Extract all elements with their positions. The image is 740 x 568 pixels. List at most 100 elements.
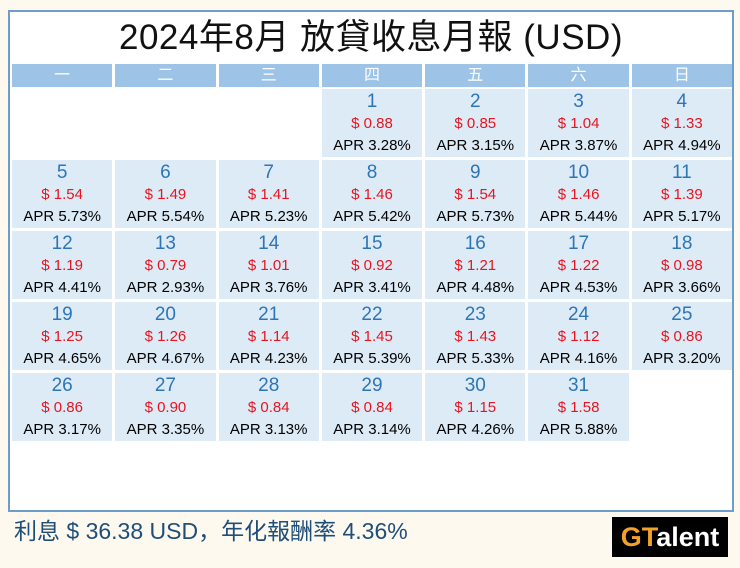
day-number: 29 [361,375,383,396]
interest-amount: $ 0.90 [144,399,187,416]
interest-amount: $ 1.46 [557,186,600,203]
day-number: 27 [154,375,176,396]
apr-value: APR 4.94% [643,137,721,154]
day-cell: 31 $ 1.58 APR 5.88% [528,373,629,441]
apr-value: APR 3.14% [333,421,411,438]
day-number: 8 [366,162,378,183]
apr-value: APR 5.44% [539,208,618,225]
day-cell: 26 $ 0.86 APR 3.17% [12,373,113,441]
day-cell: 22 $ 1.45 APR 5.39% [321,302,423,370]
interest-amount: $ 1.15 [454,399,497,416]
apr-value: APR 5.39% [333,350,411,367]
day-cell: 28 $ 0.84 APR 3.13% [218,373,319,441]
apr-value: APR 4.41% [23,279,101,296]
apr-value: APR 5.54% [126,208,205,225]
day-cell: 4 $ 1.33 APR 4.94% [631,89,732,157]
day-cell: 14 $ 1.01 APR 3.76% [218,231,319,299]
day-number: 10 [567,162,590,183]
interest-amount: $ 1.04 [557,115,600,132]
apr-value: APR 3.76% [229,279,308,296]
apr-value: APR 3.28% [333,137,411,154]
day-number: 28 [258,375,280,396]
empty-cell [12,89,113,157]
apr-value: APR 4.53% [539,279,618,296]
interest-amount: $ 1.43 [454,328,497,345]
day-number: 22 [361,304,383,325]
apr-value: APR 4.16% [539,350,618,367]
interest-amount: $ 0.98 [660,257,703,274]
day-cell: 17 $ 1.22 APR 4.53% [528,231,629,299]
day-cell: 2 $ 0.85 APR 3.15% [425,89,526,157]
apr-value: APR 3.13% [229,421,308,438]
day-number: 1 [366,91,378,112]
interest-amount: $ 1.39 [660,186,703,203]
interest-amount: $ 0.86 [660,328,703,345]
day-cell: 7 $ 1.41 APR 5.23% [218,160,319,228]
gtalent-logo: GTalent [612,517,728,557]
interest-amount: $ 1.46 [351,186,393,203]
apr-value: APR 5.88% [539,421,618,438]
interest-amount: $ 0.84 [351,399,393,416]
day-number: 9 [469,162,481,183]
apr-value: APR 3.20% [643,350,721,367]
day-number: 12 [51,233,73,254]
day-number: 13 [154,233,176,254]
day-cell: 13 $ 0.79 APR 2.93% [115,231,216,299]
apr-value: APR 5.73% [23,208,101,225]
day-number: 6 [160,162,171,183]
day-number: 26 [51,375,73,396]
interest-amount: $ 1.54 [454,186,497,203]
apr-value: APR 5.73% [436,208,515,225]
day-cell: 11 $ 1.39 APR 5.17% [631,160,732,228]
day-number: 5 [56,162,68,183]
day-cell: 20 $ 1.26 APR 4.67% [115,302,216,370]
interest-amount: $ 1.58 [557,399,600,416]
empty-cell [115,89,216,157]
interest-amount: $ 1.22 [557,257,600,274]
day-number: 20 [154,304,176,325]
apr-value: APR 4.23% [229,350,308,367]
apr-value: APR 5.17% [643,208,721,225]
day-number: 2 [469,91,481,112]
apr-value: APR 4.67% [126,350,205,367]
interest-amount: $ 1.01 [247,257,290,274]
apr-value: APR 3.35% [126,421,205,438]
day-number: 30 [464,375,486,396]
day-cell: 6 $ 1.49 APR 5.54% [115,160,216,228]
interest-amount: $ 0.85 [454,115,497,132]
day-cell: 27 $ 0.90 APR 3.35% [115,373,216,441]
day-cell: 9 $ 1.54 APR 5.73% [425,160,526,228]
apr-value: APR 5.23% [229,208,308,225]
apr-value: APR 3.66% [643,279,721,296]
day-number: 18 [671,233,693,254]
interest-summary: 利息 $ 36.38 USD，年化報酬率 4.36% [14,518,408,544]
interest-amount: $ 1.33 [660,115,703,132]
logo-gt: GT [620,522,657,552]
day-number: 25 [671,304,693,325]
day-number: 14 [258,233,280,254]
apr-value: APR 4.26% [436,421,515,438]
day-number: 19 [51,304,73,325]
day-cell: 5 $ 1.54 APR 5.73% [12,160,113,228]
weekday-sat: 六 [528,64,629,87]
weekday-wed: 三 [218,64,319,87]
day-number: 17 [567,233,590,254]
apr-value: APR 3.41% [333,279,411,296]
interest-amount: $ 1.54 [41,186,83,203]
weekday-header: 一 二 三 四 五 六 日 [12,64,732,87]
day-cell: 24 $ 1.12 APR 4.16% [528,302,629,370]
day-cell: 10 $ 1.46 APR 5.44% [528,160,629,228]
day-cell: 18 $ 0.98 APR 3.66% [631,231,732,299]
day-number: 15 [361,233,383,254]
day-number: 11 [671,162,692,183]
day-cell: 19 $ 1.25 APR 4.65% [12,302,113,370]
interest-amount: $ 1.45 [351,328,393,345]
logo-alent: alent [656,522,720,552]
apr-value: APR 3.15% [436,137,515,154]
day-number: 16 [464,233,486,254]
interest-amount: $ 0.79 [144,257,187,274]
day-number: 23 [464,304,486,325]
weekday-mon: 一 [12,64,113,87]
apr-value: APR 3.87% [539,137,618,154]
day-number: 3 [573,91,584,112]
